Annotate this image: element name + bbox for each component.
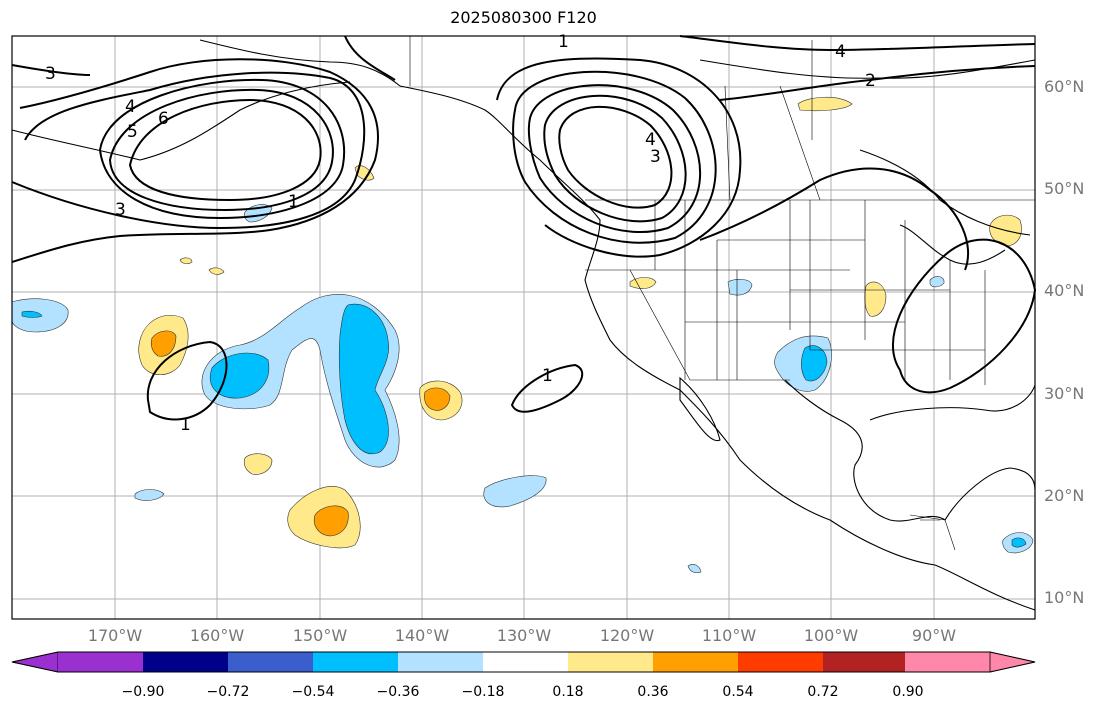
contour-label: 4 (645, 130, 656, 150)
contour-ring-1 (128, 98, 322, 202)
colorbar-tick: 0.54 (722, 684, 754, 700)
blue-anomaly-utah (727, 279, 753, 296)
colorbar-tick: 0.72 (807, 684, 839, 700)
contour-line-2 (719, 65, 1036, 101)
yellow-anomaly-small-2 (208, 267, 225, 275)
colorbar-segment (398, 652, 483, 672)
colorbar-tick: 0.18 (552, 684, 584, 700)
contour-label: 1 (542, 366, 553, 386)
contour-ring-nw-5 (496, 57, 742, 258)
contour-line-midwest (699, 167, 970, 271)
lat-label: 40°N (1044, 281, 1085, 300)
contour-ring-nw-3 (527, 84, 701, 233)
blue-anomaly-subtropical (483, 475, 547, 508)
map-title: 2025080300 F120 (450, 8, 597, 27)
colorbar-segment (738, 652, 823, 672)
colorbar-segment (58, 652, 143, 672)
lon-label: 100°W (803, 626, 859, 645)
contour-label: 1 (558, 32, 569, 52)
contour-ring-nw-1 (558, 105, 673, 209)
contour-ring-nw-4 (512, 70, 717, 244)
colorbar-tick: −0.72 (206, 684, 250, 700)
lat-label: 60°N (1044, 77, 1085, 96)
colorbar-segment (313, 652, 398, 672)
contour-label: 2 (865, 71, 876, 91)
contour-ellipse-west (146, 340, 228, 421)
lat-label: 30°N (1044, 384, 1085, 403)
blue-anomaly-illinois (929, 276, 945, 288)
contour-ellipse-mid (510, 363, 584, 413)
colorbar-segment (228, 652, 313, 672)
colorbar-segment (653, 652, 738, 672)
yellow-anomaly-small-1 (179, 257, 193, 265)
blue-anomaly-far-west-core (21, 310, 43, 318)
lon-label: 120°W (599, 626, 655, 645)
colorbar-segment (483, 652, 568, 672)
map-frame (11, 35, 1036, 620)
yellow-anomaly-canada (797, 96, 853, 112)
contour-ring-4 (11, 71, 366, 230)
lon-label: 110°W (701, 626, 757, 645)
blue-anomaly-south-hawaii (134, 489, 165, 501)
colorbar-tick: −0.18 (461, 684, 505, 700)
yellow-anomaly-nevada (629, 277, 657, 289)
contours (11, 35, 1037, 421)
contour-label: 6 (158, 109, 169, 129)
yellow-anomaly-gulf-alaska (354, 165, 375, 181)
contour-label: 4 (835, 42, 846, 62)
colorbar-segment (905, 652, 990, 672)
contour-labels: 1 4 2 3 4 5 6 3 1 4 3 1 1 (45, 32, 876, 435)
lat-label: 10°N (1044, 588, 1085, 607)
lon-label: 170°W (87, 626, 143, 645)
colorbar-tick: −0.36 (376, 684, 420, 700)
contour-ring-2 (108, 88, 334, 212)
colorbar-tick: 0.90 (892, 684, 924, 700)
contour-label: 3 (115, 200, 126, 220)
colorbar-tick: −0.90 (121, 684, 165, 700)
contour-label: 3 (45, 64, 56, 84)
colorbar-segment (143, 652, 228, 672)
orange-anomaly-mid (424, 387, 451, 411)
lat-label: 50°N (1044, 179, 1085, 198)
contour-label: 1 (180, 415, 191, 435)
lon-label: 130°W (496, 626, 552, 645)
colorbar-segment (823, 652, 905, 672)
colorbar-segment (11, 651, 59, 673)
blue-anomaly-central-america-core (1011, 537, 1027, 548)
lon-label: 90°W (911, 626, 957, 645)
contour-label: 5 (127, 122, 138, 142)
contour-ellipse-east (891, 238, 1037, 394)
yellow-anomaly-hawaii (243, 453, 273, 475)
contour-ring-5 (11, 58, 379, 263)
contour-label: 1 (288, 192, 299, 212)
blue-anomaly-texas-core (801, 345, 828, 382)
contour-label: 3 (650, 147, 661, 167)
orange-anomaly-hawaii-south (313, 505, 349, 537)
contour-line-3 (11, 64, 91, 76)
blue-anomaly-central-pacific-core (338, 303, 390, 455)
colorbar-tick: 0.36 (637, 684, 669, 700)
lat-label: 20°N (1044, 486, 1085, 505)
contour-label: 4 (125, 97, 136, 117)
contour-line-1-top (344, 35, 396, 81)
lon-label: 140°W (394, 626, 450, 645)
orange-anomaly-west (150, 330, 177, 357)
colorbar-segment (989, 651, 1036, 673)
lon-label: 150°W (292, 626, 348, 645)
colorbar-tick: −0.54 (291, 684, 335, 700)
colorbar-segment (568, 652, 653, 672)
colorbar (11, 651, 1036, 673)
blue-anomaly-west-core (210, 352, 270, 399)
lon-label: 160°W (189, 626, 245, 645)
contour-ring-nw-2 (543, 94, 687, 223)
contour-line-4 (679, 35, 1036, 52)
blue-anomaly-small-pacific (687, 564, 702, 574)
contour-ring-3 (98, 78, 346, 220)
